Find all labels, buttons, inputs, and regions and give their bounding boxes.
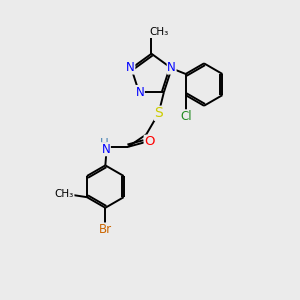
Text: N: N [102,143,110,156]
Text: O: O [144,135,155,148]
Text: H: H [100,137,109,150]
Text: N: N [126,61,135,74]
Text: Br: Br [99,223,112,236]
Text: Cl: Cl [180,110,192,123]
Text: N: N [136,85,144,99]
Text: CH₃: CH₃ [55,189,74,199]
Text: CH₃: CH₃ [149,27,169,37]
Text: S: S [154,106,163,120]
Text: N: N [167,61,176,74]
